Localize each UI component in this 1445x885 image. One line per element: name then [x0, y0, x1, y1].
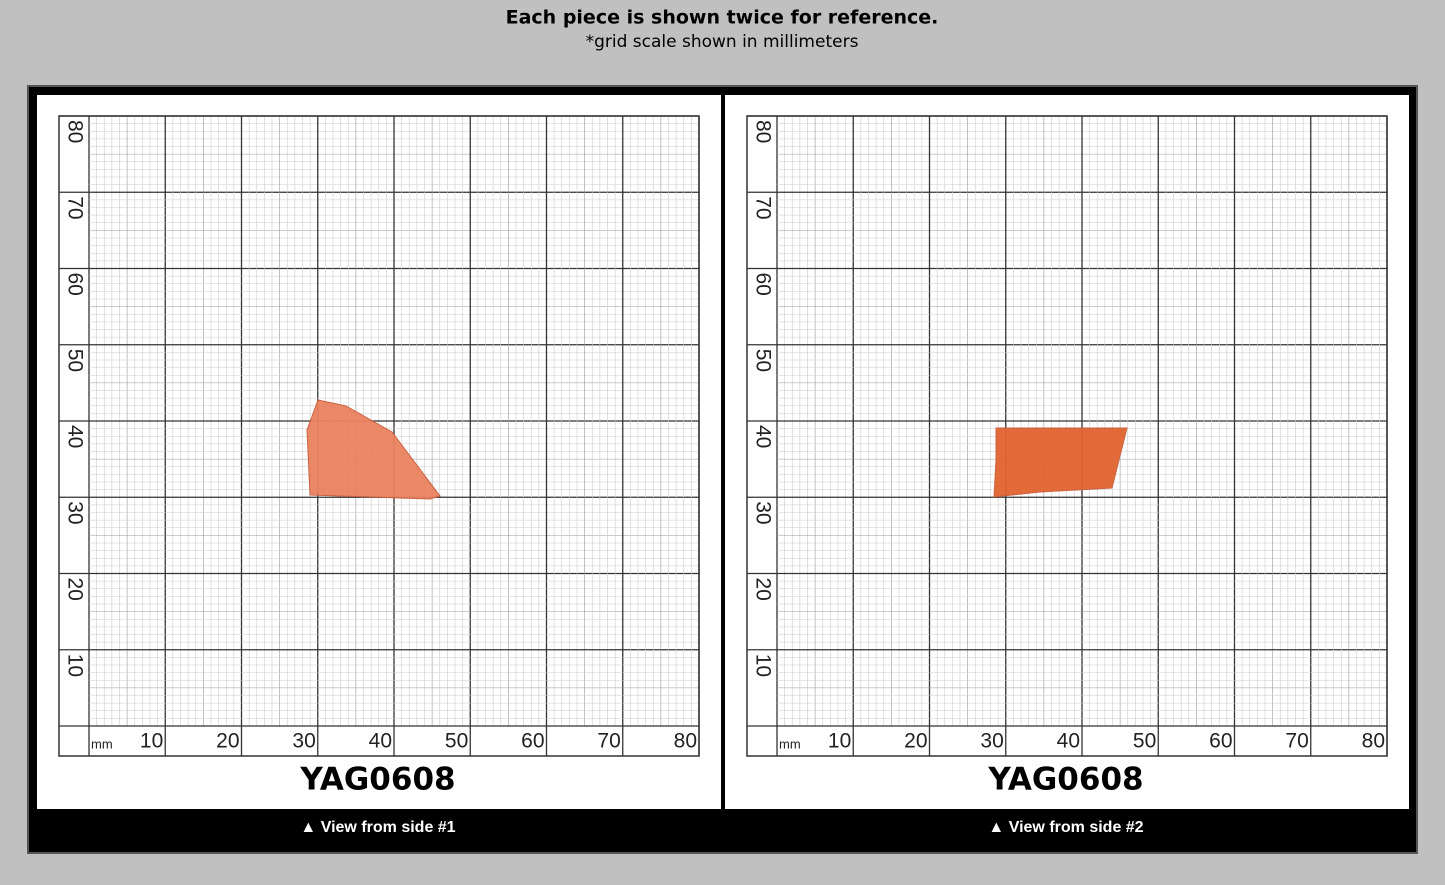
y-scale-label: 50: [751, 349, 774, 372]
piece-label: YAG0608: [299, 762, 455, 798]
y-scale-label: 40: [751, 425, 774, 448]
x-scale-label: 30: [980, 730, 1003, 753]
y-scale-label: 10: [63, 654, 86, 677]
x-scale-label: 10: [828, 730, 851, 753]
panel-caption: ▲ View from side #2: [988, 819, 1143, 836]
y-scale-label: 70: [63, 196, 86, 219]
x-scale-label: 80: [1362, 730, 1385, 753]
piece-label: YAG0608: [987, 762, 1143, 798]
x-scale-label: 20: [216, 730, 239, 753]
x-scale-label: 70: [1285, 730, 1308, 753]
y-scale-label: 40: [63, 425, 86, 448]
x-scale-label: 20: [904, 730, 927, 753]
x-scale-label: 60: [521, 730, 544, 753]
x-scale-label: 40: [369, 730, 392, 753]
panel-caption: ▲ View from side #1: [300, 819, 455, 836]
y-scale-label: 70: [751, 196, 774, 219]
unit-label: mm: [91, 736, 113, 751]
x-scale-label: 60: [1209, 730, 1232, 753]
x-scale-label: 70: [597, 730, 620, 753]
x-scale-label: 50: [1133, 730, 1156, 753]
x-scale-label: 40: [1057, 730, 1080, 753]
y-scale-label: 30: [63, 501, 86, 524]
grid-panel: 80 70 60 50 40 30 20 10 10 20 30 40 50 60 70 80 mm YAG060…: [58, 115, 700, 836]
y-scale-label: 10: [751, 654, 774, 677]
x-scale-label: 30: [292, 730, 315, 753]
crystal-photo: [993, 427, 1128, 498]
x-scale-label: 80: [674, 730, 697, 753]
grid-border: [746, 115, 1388, 757]
y-scale-label: 50: [63, 349, 86, 372]
title: Each piece is shown twice for reference.: [506, 7, 939, 29]
grid-panel: 80 70 60 50 40 30 20 10 10 20 30 40 50 60 70 80 mm YAG060…: [746, 115, 1388, 836]
y-scale-label: 60: [63, 273, 86, 296]
x-scale-label: 10: [140, 730, 163, 753]
panels: 80 70 60 50 40 30 20 10 10 20 30 40 50 60 70 80 mm YAG060…: [58, 115, 1388, 836]
y-scale-label: 30: [751, 501, 774, 524]
crystal-photo: [306, 399, 441, 500]
y-scale-label: 60: [751, 273, 774, 296]
y-scale-label: 20: [63, 578, 86, 601]
grid-border: [58, 115, 700, 757]
x-scale-label: 50: [445, 730, 468, 753]
y-scale-label: 80: [751, 120, 774, 143]
y-scale-label: 20: [751, 578, 774, 601]
y-scale-label: 80: [63, 120, 86, 143]
unit-label: mm: [779, 736, 801, 751]
subtitle: *grid scale shown in millimeters: [586, 32, 859, 52]
